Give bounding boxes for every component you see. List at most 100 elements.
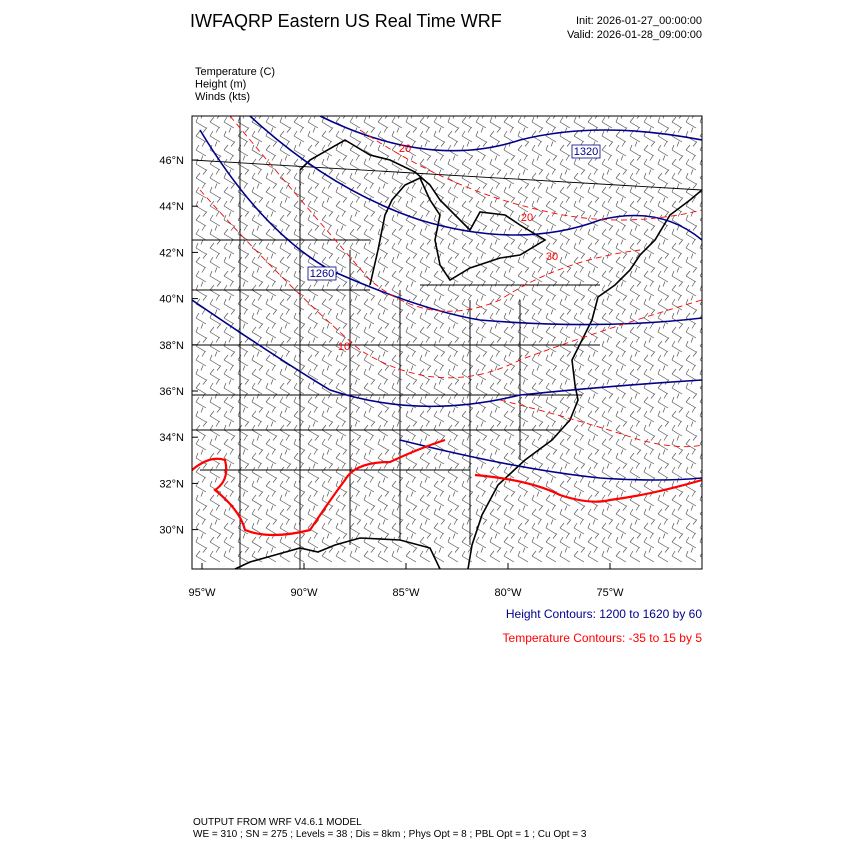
wind-barb bbox=[363, 435, 375, 451]
wind-barb bbox=[587, 116, 599, 129]
wind-barb bbox=[195, 435, 207, 451]
wind-barb bbox=[265, 393, 278, 409]
atlantic-coast bbox=[467, 189, 702, 569]
wind-barb bbox=[685, 533, 697, 549]
wind-barb bbox=[377, 547, 389, 563]
wind-barb bbox=[531, 505, 544, 521]
wind-barb bbox=[615, 505, 628, 521]
wind-barb bbox=[321, 477, 333, 493]
wind-barb bbox=[433, 155, 445, 171]
height-contours bbox=[192, 116, 702, 481]
wind-barb bbox=[433, 169, 445, 185]
wind-barb bbox=[573, 253, 586, 269]
wind-barb bbox=[419, 477, 431, 493]
wind-barb bbox=[643, 519, 656, 535]
wind-barb bbox=[195, 253, 208, 269]
wind-barb bbox=[223, 547, 235, 563]
wind-barb bbox=[335, 211, 347, 227]
wind-barb bbox=[349, 519, 362, 535]
wind-barb bbox=[195, 365, 207, 381]
wind-barb bbox=[587, 351, 599, 367]
wind-barb bbox=[335, 253, 347, 269]
wind-barb bbox=[559, 393, 572, 409]
wind-barb bbox=[573, 309, 585, 325]
wind-barb bbox=[559, 295, 571, 311]
wind-barb bbox=[629, 197, 642, 213]
wind-barb bbox=[615, 421, 628, 437]
wind-barb bbox=[251, 449, 264, 465]
wind-barb bbox=[293, 281, 306, 297]
wind-barb bbox=[489, 239, 501, 255]
wind-barb bbox=[587, 421, 599, 437]
wind-barb bbox=[419, 463, 431, 479]
wind-barb bbox=[657, 505, 670, 521]
wind-barb bbox=[643, 197, 655, 213]
wind-barb bbox=[279, 407, 291, 423]
wind-barb bbox=[475, 197, 487, 213]
wind-barb bbox=[545, 533, 558, 549]
wind-barb bbox=[195, 197, 207, 213]
wind-barb bbox=[447, 253, 460, 269]
wind-barb bbox=[671, 449, 684, 465]
wind-barb bbox=[475, 267, 488, 283]
wind-barb bbox=[545, 239, 558, 255]
wind-barb bbox=[419, 197, 432, 213]
wind-barb bbox=[657, 295, 670, 311]
wind-barb bbox=[321, 211, 334, 227]
wind-barb bbox=[517, 505, 529, 521]
wind-barb bbox=[489, 127, 502, 143]
wind-barb bbox=[475, 477, 488, 493]
wind-barb bbox=[307, 225, 320, 241]
wind-barb bbox=[377, 225, 389, 241]
wind-barb bbox=[251, 421, 263, 437]
wind-barb bbox=[293, 463, 305, 479]
wind-barb bbox=[447, 116, 459, 129]
wind-barb bbox=[559, 183, 572, 199]
wind-barb bbox=[251, 547, 263, 563]
wind-barb bbox=[489, 379, 502, 395]
wind-barb bbox=[643, 365, 655, 381]
lat-label: 32°N bbox=[159, 478, 184, 490]
wind-barb bbox=[447, 323, 459, 339]
wind-barb bbox=[251, 491, 264, 507]
wind-barb bbox=[685, 449, 697, 465]
wind-barb bbox=[503, 267, 515, 283]
wind-barb bbox=[545, 281, 558, 297]
wind-barb bbox=[587, 169, 599, 185]
wind-barb bbox=[447, 505, 460, 521]
wind-barb bbox=[587, 477, 599, 493]
wind-barb bbox=[405, 519, 417, 535]
wind-barb bbox=[251, 127, 263, 143]
wind-barb bbox=[419, 309, 431, 325]
wind-barb bbox=[293, 169, 305, 185]
wind-barb bbox=[629, 463, 641, 479]
wind-barb bbox=[321, 449, 333, 465]
wind-barb bbox=[321, 407, 333, 423]
wind-barb bbox=[265, 351, 278, 367]
wind-barb bbox=[461, 253, 473, 269]
wind-barb bbox=[601, 169, 613, 185]
wind-barb bbox=[307, 169, 319, 185]
wind-barb bbox=[447, 407, 459, 423]
wind-barb bbox=[475, 155, 487, 171]
wind-barb bbox=[279, 183, 291, 199]
wind-barb bbox=[461, 197, 474, 213]
wind-barb bbox=[503, 295, 515, 311]
wind-barb bbox=[265, 435, 278, 451]
wind-barb bbox=[615, 449, 627, 465]
wind-barb bbox=[489, 281, 501, 297]
wind-barb bbox=[223, 435, 236, 451]
wind-barb bbox=[349, 365, 361, 381]
wind-barb bbox=[405, 309, 417, 325]
wind-barb bbox=[279, 281, 291, 297]
wind-barb bbox=[363, 407, 375, 423]
wind-barb bbox=[657, 435, 669, 451]
contour-labels: 1320 1260 20 20 30 10 bbox=[307, 143, 601, 353]
wind-barb bbox=[265, 379, 277, 395]
wind-barb bbox=[433, 463, 445, 479]
wind-barb bbox=[461, 155, 474, 171]
wind-barb bbox=[265, 183, 278, 199]
wind-barb bbox=[517, 141, 530, 157]
wind-barb bbox=[671, 116, 683, 129]
wind-barb bbox=[363, 225, 375, 241]
